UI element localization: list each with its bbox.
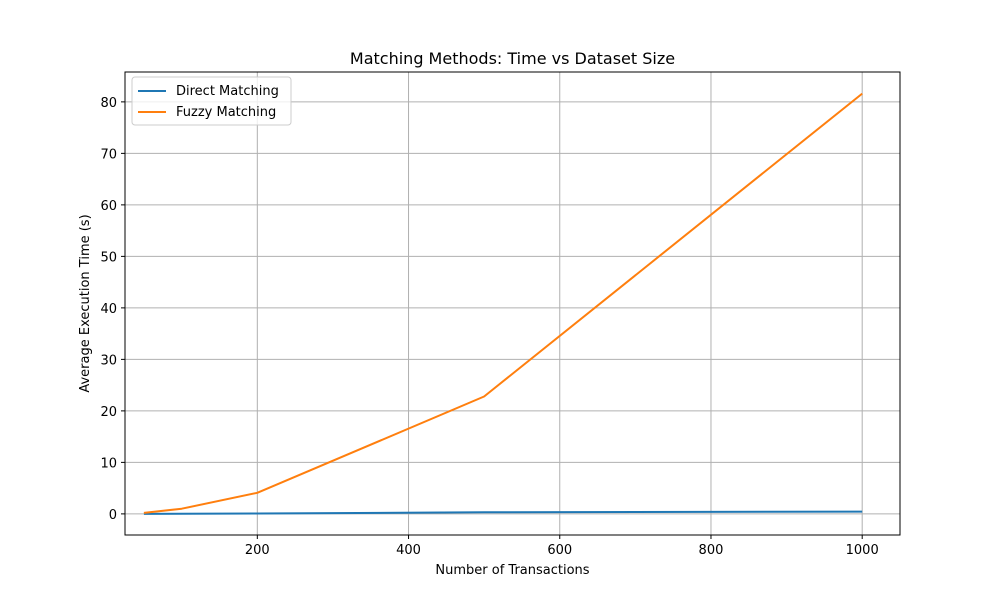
series-lines [143,92,863,515]
y-tick-label: 10 [100,456,117,471]
plot-frame [124,71,901,536]
legend-label-direct: Direct Matching [176,84,279,99]
x-tick-label: 400 [396,543,421,558]
x-tick-label: 600 [547,543,572,558]
y-axis-label: Average Execution Time (s) [78,214,93,392]
legend-label-fuzzy: Fuzzy Matching [176,105,276,120]
x-axis-ticks: 200 400 600 800 1000 [245,535,879,558]
x-axis-label: Number of Transactions [435,563,589,578]
series-line-fuzzy [143,92,863,514]
y-tick-label: 60 [100,199,117,214]
legend: Direct Matching Fuzzy Matching [131,76,292,126]
x-tick-label: 800 [699,543,724,558]
grid-lines [125,72,900,535]
y-tick-label: 80 [100,96,117,111]
x-tick-label: 1000 [846,543,879,558]
y-axis-ticks: 0 10 20 30 40 50 60 70 80 [100,96,125,523]
y-tick-label: 20 [100,405,117,420]
legend-box [131,76,292,126]
y-tick-label: 40 [100,302,117,317]
series-line-direct [143,510,863,515]
x-tick-label: 200 [245,543,270,558]
y-tick-label: 70 [100,147,117,162]
y-tick-label: 50 [100,250,117,265]
y-tick-label: 30 [100,353,117,368]
y-tick-label: 0 [109,508,117,523]
chart-title: Matching Methods: Time vs Dataset Size [350,49,675,68]
